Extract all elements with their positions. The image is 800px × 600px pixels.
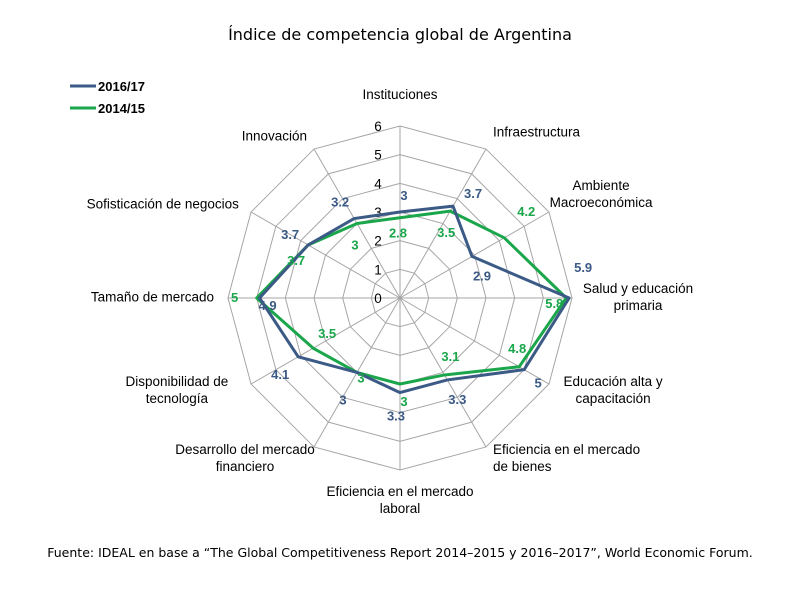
data-label: 5.8 (545, 296, 563, 311)
tick-label: 1 (374, 262, 382, 277)
legend-entry: 2014/15 (98, 101, 145, 116)
category-label: Eficiencia en el mercado laboral (326, 484, 473, 516)
data-label: 3.7 (287, 253, 305, 268)
spoke-10 (250, 211, 401, 299)
category-label: Sofisticación de negocios (87, 197, 240, 212)
category-label: Tamaño de mercado (91, 290, 214, 305)
legend: 2016/17 2014/15 (70, 79, 145, 116)
legend-entry: 2016/17 (98, 79, 145, 94)
category-label: Innovación (242, 128, 307, 143)
data-label: 3.1 (441, 349, 459, 364)
data-label: 3 (357, 370, 364, 385)
data-label: 3 (400, 394, 407, 409)
category-label: Ambiente Macroeconómica (550, 178, 653, 210)
data-label: 4.2 (517, 204, 535, 219)
data-label: 4.9 (258, 298, 276, 313)
category-label: Infraestructura (493, 124, 581, 139)
data-label: 2.8 (389, 226, 407, 241)
data-label: 3.7 (281, 227, 299, 242)
spoke-1 (399, 148, 487, 299)
spoke-8 (250, 297, 401, 385)
data-label: 5.9 (574, 260, 592, 275)
data-label: 3.7 (464, 186, 482, 201)
tick-label: 3 (374, 205, 382, 220)
data-label: 5 (535, 376, 542, 391)
data-label: 3 (400, 188, 407, 203)
tick-label: 4 (374, 176, 382, 191)
category-label: Salud y educación primaria (583, 281, 693, 313)
data-labels: 3 3.72.95.953.33.334.14.93.73.22.8 3.54.25… (231, 186, 592, 423)
tick-label: 6 (374, 119, 382, 134)
category-label: Disponibilidad de tecnología (126, 374, 229, 406)
source-note: Fuente: IDEAL en base a “The Global Comp… (47, 545, 752, 560)
radial-axis-ticks: 0 1 2 3 4 5 6 (374, 119, 382, 306)
series-2016-17 (258, 204, 571, 395)
data-label: 3.5 (318, 326, 336, 341)
data-label: 3.3 (387, 409, 405, 424)
data-label: 2.9 (473, 268, 491, 283)
tick-label: 2 (374, 234, 382, 249)
category-label: Eficiencia en el mercado de bienes (493, 442, 640, 474)
category-label: Desarrollo del mercado financiero (175, 442, 315, 474)
spoke-2 (399, 211, 550, 299)
data-label: 4.1 (271, 367, 289, 382)
category-label: Educación alta y capacitación (564, 374, 663, 406)
data-label: 3 (339, 392, 346, 407)
data-label: 3.5 (437, 225, 455, 240)
category-labels: Instituciones Infraestructura Ambiente Macr… (87, 87, 694, 516)
series-layer (255, 204, 571, 395)
data-label: 3.3 (448, 392, 466, 407)
data-label: 5 (231, 290, 238, 305)
tick-label: 0 (374, 291, 382, 306)
data-label: 4.8 (508, 341, 526, 356)
chart-title: Índice de competencia global de Argentin… (228, 25, 572, 44)
spoke-5 (399, 297, 487, 448)
category-label: Instituciones (362, 87, 437, 102)
tick-label: 5 (374, 148, 382, 163)
data-label: 3 (351, 238, 358, 253)
data-label: 3.2 (331, 195, 349, 210)
